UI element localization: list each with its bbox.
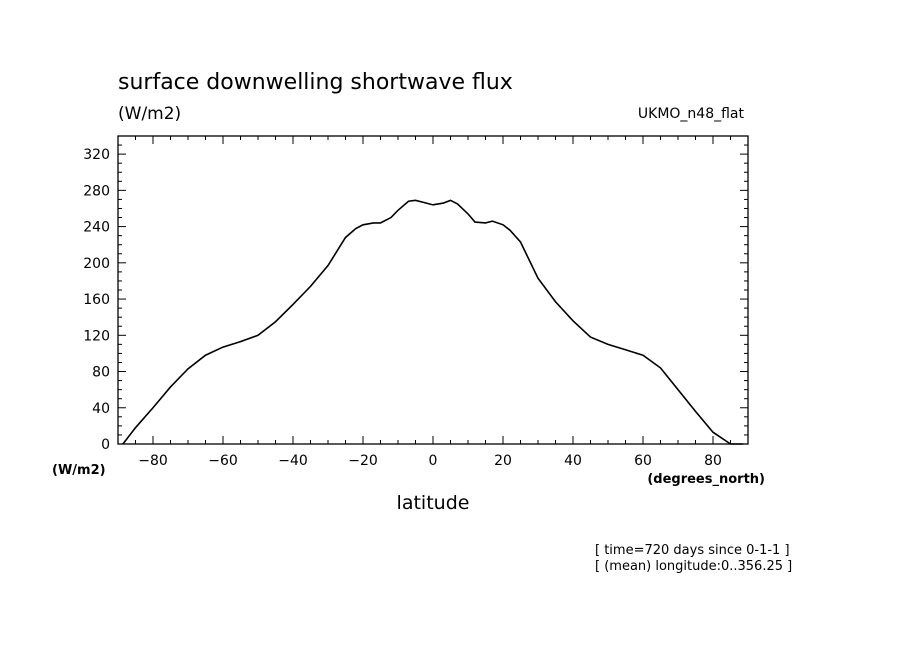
x-tick-label: −60: [208, 453, 238, 469]
plot-frame: [117, 135, 749, 445]
x-tick-label: 80: [704, 453, 722, 469]
series-line: [122, 199, 744, 445]
y-tick-label: 80: [92, 365, 110, 381]
x-tick-label: −40: [278, 453, 308, 469]
x-tick-label: −20: [348, 453, 378, 469]
x-units-label: (degrees_north): [647, 472, 765, 487]
y-tick-label: 160: [83, 292, 110, 308]
y-tick-label: 200: [83, 256, 110, 272]
y-axis: 0 40 80 120 160 200 240 280 320: [83, 135, 748, 453]
y-tick-label: 280: [83, 183, 110, 199]
y-units-label: (W/m2): [52, 463, 106, 478]
chart-title: surface downwelling shortwave flux: [118, 70, 513, 95]
annotation-time: [ time=720 days since 0-1-1 ]: [595, 543, 790, 558]
y-tick-label: 120: [83, 328, 110, 344]
x-tick-label: 60: [634, 453, 652, 469]
units-label: (W/m2): [118, 104, 181, 124]
model-label: UKMO_n48_flat: [638, 106, 745, 122]
y-tick-label: 320: [83, 147, 110, 163]
x-tick-label: 0: [429, 453, 438, 469]
y-tick-label: 240: [83, 220, 110, 236]
annotation-longitude: [ (mean) longitude:0..356.25 ]: [595, 559, 792, 574]
x-tick-label: 20: [494, 453, 512, 469]
x-tick-label: 40: [564, 453, 582, 469]
x-axis: −80 −60 −40 −20 0 20 40 60 80: [117, 136, 749, 469]
y-tick-label: 40: [92, 401, 110, 417]
x-axis-label: latitude: [397, 492, 470, 514]
x-tick-label: −80: [138, 453, 168, 469]
y-tick-label: 0: [101, 437, 110, 453]
